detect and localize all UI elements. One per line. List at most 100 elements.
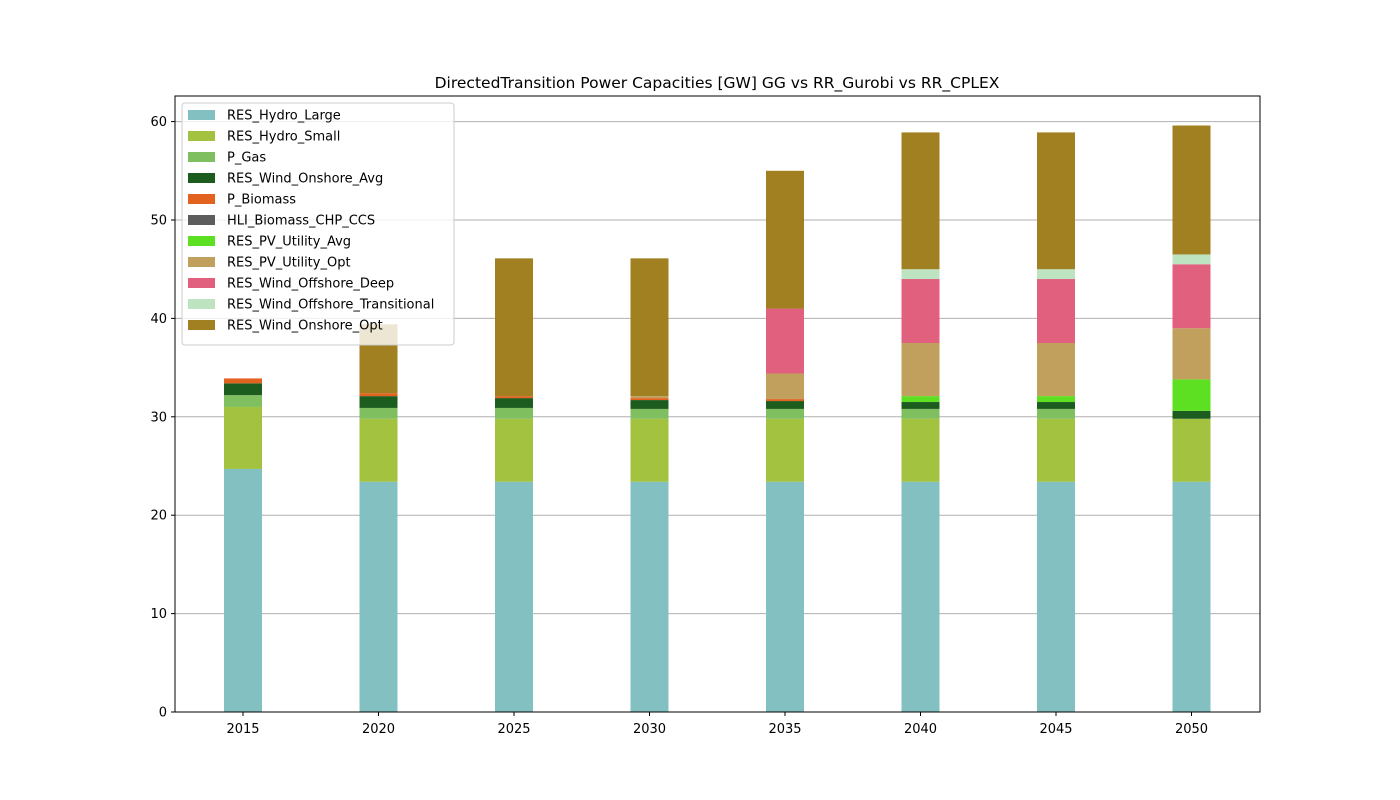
- legend-swatch: [188, 173, 215, 183]
- bar-segment-res-hydro-small-2040: [901, 418, 940, 482]
- bar-segment-res-wind-onshore-opt-2045: [1037, 132, 1075, 270]
- bars: [224, 125, 1211, 712]
- bar-segment-res-wind-onshore-avg-2035: [766, 401, 804, 409]
- legend-swatch: [188, 152, 215, 162]
- legend-label: P_Biomass: [227, 193, 296, 208]
- bar-segment-res-hydro-large-2025: [495, 481, 533, 712]
- bar-segment-res-pv-utility-opt-2050: [1172, 328, 1211, 380]
- bar-segment-res-hydro-small-2025: [495, 418, 533, 482]
- y-axis: 0 10 20 30 40 50 60: [150, 115, 175, 721]
- bar-segment-res-wind-offshore-transitional-2050: [1172, 254, 1211, 265]
- legend-swatch: [188, 257, 215, 267]
- bar-segment-res-wind-offshore-deep-2035: [766, 308, 804, 374]
- plot-frame: [174, 95, 1261, 713]
- bar-segment-p-biomass-2035: [766, 399, 804, 402]
- x-tick-label: 2025: [497, 722, 530, 737]
- bar-segment-p-gas-2045: [1037, 408, 1075, 419]
- bar-segment-res-wind-offshore-deep-2045: [1037, 279, 1075, 343]
- bar-segment-res-wind-onshore-avg-2020: [359, 396, 398, 408]
- bar-segment-res-wind-onshore-opt-2030: [630, 258, 669, 397]
- bar-segment-p-gas-2040: [901, 408, 940, 419]
- y-tick-label: 60: [150, 115, 167, 130]
- bar-segment-res-pv-utility-opt-2030: [630, 396, 669, 399]
- legend: RES_Hydro_Large RES_Hydro_Small P_Gas RES_W…: [181, 102, 455, 346]
- y-tick-label: 20: [150, 509, 167, 524]
- y-tick-label: 0: [159, 706, 167, 721]
- legend-swatch: [188, 236, 215, 246]
- bar-segment-p-biomass-2020: [359, 393, 398, 397]
- bar-segment-res-wind-onshore-avg-2030: [630, 400, 669, 409]
- bar-segment-p-biomass-2030: [630, 398, 669, 401]
- bar-segment-res-hydro-small-2045: [1037, 418, 1075, 482]
- bar-segment-res-hydro-small-2020: [359, 418, 398, 482]
- bar-segment-res-hydro-large-2020: [359, 481, 398, 712]
- legend-swatch: [188, 131, 215, 141]
- bar-segment-res-wind-onshore-avg-2025: [495, 398, 533, 408]
- legend-label: RES_PV_Utility_Opt: [227, 256, 351, 271]
- bar-segment-res-wind-onshore-avg-2015: [224, 383, 262, 396]
- legend-swatch: [188, 278, 215, 288]
- legend-swatch: [188, 215, 215, 225]
- y-tick-label: 30: [150, 410, 167, 425]
- bar-segment-res-wind-onshore-opt-2025: [495, 258, 533, 397]
- x-axis: 2015 2020 2025 2030 2035 2040 2045 2050: [226, 712, 1208, 737]
- legend-label: RES_Wind_Offshore_Transitional: [227, 298, 434, 313]
- legend-label: RES_Hydro_Large: [227, 109, 341, 124]
- x-tick-label: 2015: [226, 722, 259, 737]
- bar-segment-res-hydro-large-2040: [901, 481, 940, 712]
- bar-segment-res-wind-offshore-deep-2040: [901, 279, 940, 343]
- bar-segment-res-pv-utility-opt-2040: [901, 342, 940, 397]
- y-tick-label: 50: [150, 213, 167, 228]
- legend-label: RES_Wind_Onshore_Avg: [227, 172, 383, 187]
- x-tick-label: 2050: [1175, 722, 1208, 737]
- bar-segment-res-wind-onshore-opt-2035: [766, 170, 804, 309]
- bar-segment-p-gas-2035: [766, 408, 804, 419]
- bar-segment-res-pv-utility-opt-2045: [1037, 342, 1075, 397]
- legend-swatch: [188, 299, 215, 309]
- bar-segment-res-wind-onshore-avg-2040: [901, 402, 940, 409]
- bar-segment-res-pv-utility-avg-2050: [1172, 379, 1211, 411]
- bar-segment-res-wind-onshore-opt-2040: [901, 132, 940, 270]
- bar-segment-res-wind-offshore-transitional-2040: [901, 269, 940, 280]
- bar-segment-p-gas-2015: [224, 395, 262, 407]
- x-tick-label: 2035: [768, 722, 801, 737]
- x-tick-label: 2040: [904, 722, 937, 737]
- bar-segment-res-wind-offshore-transitional-2045: [1037, 269, 1075, 280]
- bar-segment-p-gas-2025: [495, 407, 533, 419]
- bar-segment-res-wind-onshore-avg-2050: [1172, 410, 1211, 419]
- legend-label: HLI_Biomass_CHP_CCS: [227, 214, 375, 229]
- legend-label: P_Gas: [227, 151, 266, 166]
- bar-segment-p-gas-2030: [630, 408, 669, 419]
- bar-segment-res-hydro-large-2045: [1037, 481, 1075, 712]
- bar-segment-res-hydro-small-2015: [224, 406, 262, 469]
- bar-segment-p-gas-2020: [359, 407, 398, 419]
- x-tick-label: 2045: [1039, 722, 1072, 737]
- bar-segment-res-hydro-large-2050: [1172, 481, 1211, 712]
- y-tick-label: 10: [150, 607, 167, 622]
- bar-segment-res-hydro-large-2015: [224, 468, 262, 712]
- legend-box: [181, 102, 455, 346]
- bar-segment-res-hydro-large-2030: [630, 481, 669, 712]
- x-tick-label: 2020: [362, 722, 395, 737]
- bar-segment-res-pv-utility-avg-2040: [901, 396, 940, 403]
- bar-segment-res-wind-offshore-deep-2050: [1172, 264, 1211, 329]
- bar-segment-res-hydro-small-2050: [1172, 418, 1211, 482]
- x-tick-label: 2030: [633, 722, 666, 737]
- legend-swatch: [188, 194, 215, 204]
- bar-segment-res-wind-onshore-avg-2045: [1037, 402, 1075, 409]
- bar-segment-res-pv-utility-avg-2045: [1037, 396, 1075, 403]
- bar-segment-res-hydro-small-2035: [766, 418, 804, 482]
- legend-label: RES_Wind_Offshore_Deep: [227, 277, 394, 292]
- bar-segment-res-hydro-small-2030: [630, 418, 669, 482]
- bar-segment-p-biomass-2015: [224, 378, 262, 384]
- legend-label: RES_PV_Utility_Avg: [227, 235, 351, 250]
- y-tick-label: 40: [150, 312, 167, 327]
- legend-swatch: [188, 320, 215, 330]
- legend-swatch: [188, 110, 215, 120]
- bar-segment-res-pv-utility-opt-2035: [766, 373, 804, 400]
- chart-title: DirectedTransition Power Capacities [GW]…: [435, 74, 1000, 93]
- bar-segment-res-wind-onshore-opt-2050: [1172, 125, 1211, 255]
- bar-segment-res-hydro-large-2035: [766, 481, 804, 712]
- bar-segment-p-biomass-2025: [495, 396, 533, 399]
